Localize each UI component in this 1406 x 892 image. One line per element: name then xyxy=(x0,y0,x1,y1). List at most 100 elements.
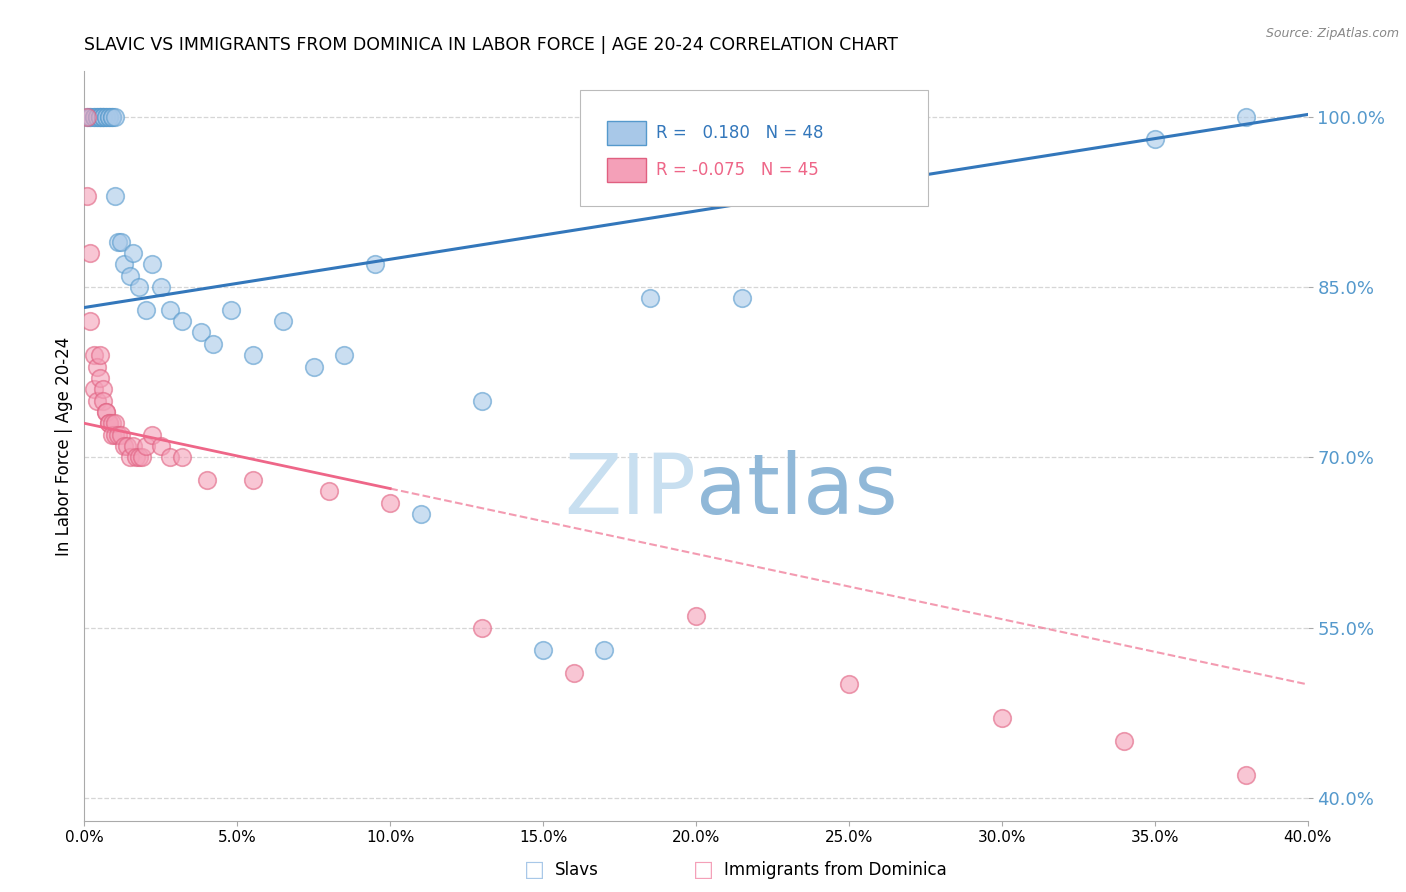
Point xyxy=(112,439,135,453)
Point xyxy=(531,643,554,657)
Point xyxy=(83,110,105,124)
Point xyxy=(79,246,101,260)
Point xyxy=(97,417,120,431)
Point xyxy=(91,110,114,124)
Point xyxy=(195,473,218,487)
Point xyxy=(89,371,111,385)
Point xyxy=(838,677,860,691)
Text: R = -0.075   N = 45: R = -0.075 N = 45 xyxy=(655,161,818,179)
Point xyxy=(76,189,98,203)
Point xyxy=(562,666,585,681)
Point xyxy=(271,314,294,328)
Text: atlas: atlas xyxy=(696,450,897,532)
Point xyxy=(91,382,114,396)
Point xyxy=(101,110,124,124)
Point xyxy=(128,450,150,465)
Point xyxy=(219,302,242,317)
Text: Source: ZipAtlas.com: Source: ZipAtlas.com xyxy=(1265,27,1399,40)
Point xyxy=(112,257,135,271)
Point xyxy=(83,348,105,362)
Point xyxy=(86,110,108,124)
Point xyxy=(76,110,98,124)
Point xyxy=(89,110,111,124)
Point xyxy=(97,417,120,431)
Point xyxy=(89,348,111,362)
Point xyxy=(731,292,754,306)
Point xyxy=(79,110,101,124)
Point xyxy=(104,189,127,203)
Point xyxy=(141,257,163,271)
Point xyxy=(94,110,117,124)
Point xyxy=(86,359,108,374)
Point xyxy=(83,110,105,124)
Point xyxy=(91,110,114,124)
Point xyxy=(79,314,101,328)
Y-axis label: In Labor Force | Age 20-24: In Labor Force | Age 20-24 xyxy=(55,336,73,556)
Point xyxy=(104,427,127,442)
Point xyxy=(135,439,157,453)
Point xyxy=(107,235,129,249)
Point xyxy=(86,393,108,408)
Point xyxy=(94,405,117,419)
Point xyxy=(110,235,132,249)
Point xyxy=(120,450,142,465)
Point xyxy=(115,439,138,453)
Point xyxy=(149,439,172,453)
Point xyxy=(190,326,212,340)
Point xyxy=(242,348,264,362)
Text: R =   0.180   N = 48: R = 0.180 N = 48 xyxy=(655,124,823,142)
Point xyxy=(364,257,387,271)
Text: Slavs: Slavs xyxy=(555,861,599,879)
FancyBboxPatch shape xyxy=(606,158,645,182)
Point xyxy=(1234,110,1257,124)
Text: □: □ xyxy=(524,860,544,880)
Point xyxy=(1114,734,1136,748)
Point xyxy=(94,110,117,124)
Point xyxy=(89,110,111,124)
Point xyxy=(94,405,117,419)
Point xyxy=(97,110,120,124)
Point xyxy=(593,643,616,657)
Point xyxy=(318,484,340,499)
Point xyxy=(122,246,145,260)
Point xyxy=(104,417,127,431)
Point xyxy=(159,302,181,317)
Text: □: □ xyxy=(693,860,713,880)
Point xyxy=(409,507,432,521)
Point xyxy=(1143,132,1166,146)
FancyBboxPatch shape xyxy=(606,120,645,145)
Point xyxy=(101,427,124,442)
Point xyxy=(471,393,494,408)
Point xyxy=(638,292,661,306)
Point xyxy=(333,348,356,362)
Point xyxy=(685,609,707,624)
Point xyxy=(104,110,127,124)
Point xyxy=(128,280,150,294)
Point xyxy=(201,336,224,351)
Point xyxy=(135,302,157,317)
Point xyxy=(380,496,402,510)
Point xyxy=(172,450,194,465)
Text: SLAVIC VS IMMIGRANTS FROM DOMINICA IN LABOR FORCE | AGE 20-24 CORRELATION CHART: SLAVIC VS IMMIGRANTS FROM DOMINICA IN LA… xyxy=(84,36,898,54)
Point xyxy=(125,450,148,465)
Point xyxy=(107,427,129,442)
Point xyxy=(131,450,153,465)
Point xyxy=(91,393,114,408)
Point xyxy=(991,711,1014,725)
Point xyxy=(242,473,264,487)
Point xyxy=(89,110,111,124)
Point xyxy=(76,110,98,124)
Point xyxy=(83,382,105,396)
Point xyxy=(172,314,194,328)
Point xyxy=(120,268,142,283)
Point xyxy=(122,439,145,453)
Point xyxy=(471,621,494,635)
Point xyxy=(159,450,181,465)
Text: Immigrants from Dominica: Immigrants from Dominica xyxy=(724,861,946,879)
FancyBboxPatch shape xyxy=(579,90,928,206)
Point xyxy=(86,110,108,124)
Point xyxy=(302,359,325,374)
Point xyxy=(101,110,124,124)
Point xyxy=(97,110,120,124)
Point xyxy=(79,110,101,124)
